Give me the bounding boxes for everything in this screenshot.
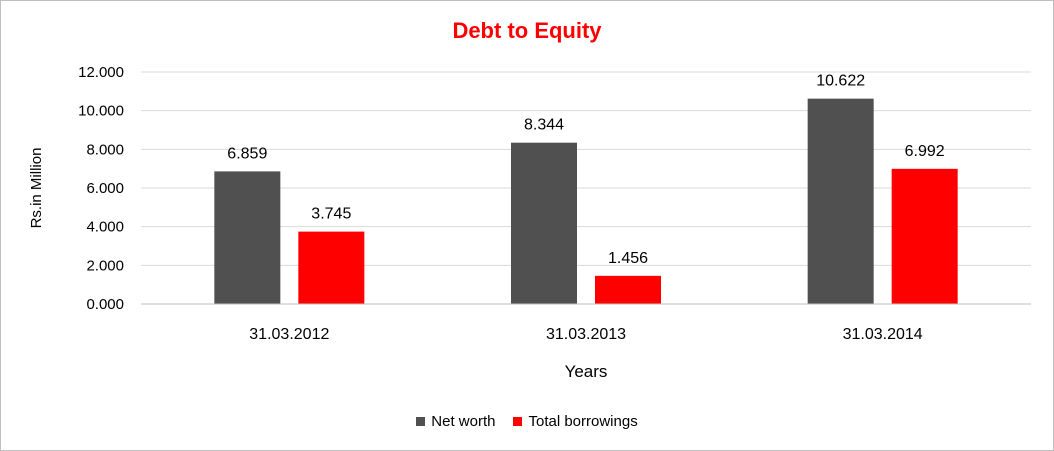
legend-swatch-total-borrowings xyxy=(513,417,523,426)
y-axis-label: Rs.in Million xyxy=(28,148,45,229)
legend-label-net-worth: Net worth xyxy=(431,413,496,430)
legend-item-total-borrowings[interactable]: Total borrowings xyxy=(513,413,638,430)
x-tick-label: 31.03.2014 xyxy=(843,326,923,343)
data-label: 6.859 xyxy=(227,145,267,162)
y-tick-label: 0.000 xyxy=(86,296,124,313)
bar xyxy=(214,171,281,304)
grid-lines xyxy=(141,71,1031,266)
y-tick-label: 2.000 xyxy=(86,257,124,274)
chart-title: Debt to Equity xyxy=(452,18,602,43)
y-tick-label: 4.000 xyxy=(86,219,124,236)
x-axis-label: Years xyxy=(565,362,608,381)
data-labels: 6.859 3.745 8.344 1.456 10.622 6.992 xyxy=(227,73,944,267)
y-tick-label: 8.000 xyxy=(86,141,124,158)
bar xyxy=(807,98,874,305)
y-tick-label: 6.000 xyxy=(86,180,124,197)
data-label: 3.745 xyxy=(311,206,351,223)
x-tick-label: 31.03.2013 xyxy=(546,326,626,343)
x-axis-ticks: 31.03.2012 31.03.2013 31.03.2014 xyxy=(249,326,923,343)
data-label: 8.344 xyxy=(524,117,564,134)
legend-item-net-worth[interactable]: Net worth xyxy=(416,413,495,430)
y-tick-label: 10.000 xyxy=(78,103,124,120)
y-axis-ticks: 0.000 2.000 4.000 6.000 8.000 10.000 12.000 xyxy=(78,64,124,313)
legend-swatch-net-worth xyxy=(416,417,426,426)
bar xyxy=(511,142,577,304)
legend: Net worth Total borrowings xyxy=(1,413,1053,430)
bar xyxy=(298,231,365,304)
bars xyxy=(214,98,958,305)
x-tick-label: 31.03.2012 xyxy=(249,326,329,343)
data-label: 10.622 xyxy=(816,73,865,90)
y-tick-label: 12.000 xyxy=(78,64,124,81)
data-label: 6.992 xyxy=(905,143,945,160)
bar xyxy=(891,168,958,304)
bar xyxy=(595,275,661,304)
legend-label-total-borrowings: Total borrowings xyxy=(528,413,638,430)
data-label: 1.456 xyxy=(608,250,648,267)
